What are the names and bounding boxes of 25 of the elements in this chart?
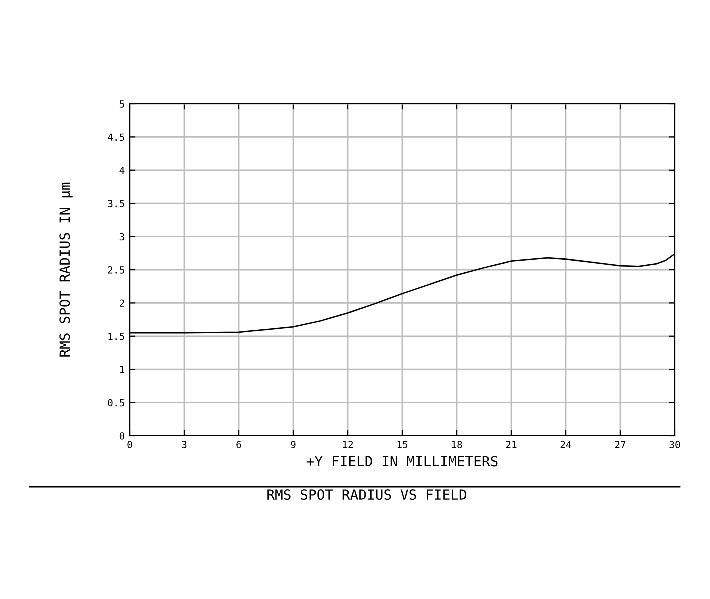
y-tick-label: 1 bbox=[120, 366, 124, 374]
x-tick-label: 21 bbox=[506, 441, 517, 448]
x-tick-label: 12 bbox=[343, 441, 354, 448]
y-tick-label: 3 bbox=[120, 233, 124, 241]
y-tick-label: 5 bbox=[120, 100, 124, 108]
x-tick-label: 27 bbox=[615, 441, 626, 448]
y-axis-title: RMS SPOT RADIUS IN µm bbox=[60, 182, 73, 357]
text: RMS SPOT RADIUS VS FIELD bbox=[268, 490, 466, 500]
x-tick-label: 30 bbox=[670, 441, 680, 448]
y-tick-label: 4.5 bbox=[108, 134, 124, 142]
y-tick-label: 4 bbox=[120, 167, 125, 174]
x-tick-label: 3 bbox=[182, 441, 187, 448]
y-tick-label: 3.5 bbox=[108, 200, 124, 208]
y-tick-label: 0.5 bbox=[108, 399, 124, 407]
y-tick-label: 0 bbox=[120, 432, 125, 440]
x-axis-title: +Y FIELD IN MILLIMETERS bbox=[306, 456, 498, 467]
x-tick-label: 0 bbox=[128, 441, 132, 448]
y-tick-label: 1.5 bbox=[108, 333, 124, 340]
x-tick-label: 24 bbox=[560, 441, 572, 448]
x-tick-label: 18 bbox=[452, 441, 462, 448]
y-tick-label: 2.5 bbox=[108, 266, 124, 274]
x-tick-label: 15 bbox=[398, 441, 408, 448]
y-tick-label: 2 bbox=[120, 300, 124, 307]
x-tick-label: 9 bbox=[291, 441, 296, 448]
x-tick-label: 6 bbox=[236, 441, 242, 448]
